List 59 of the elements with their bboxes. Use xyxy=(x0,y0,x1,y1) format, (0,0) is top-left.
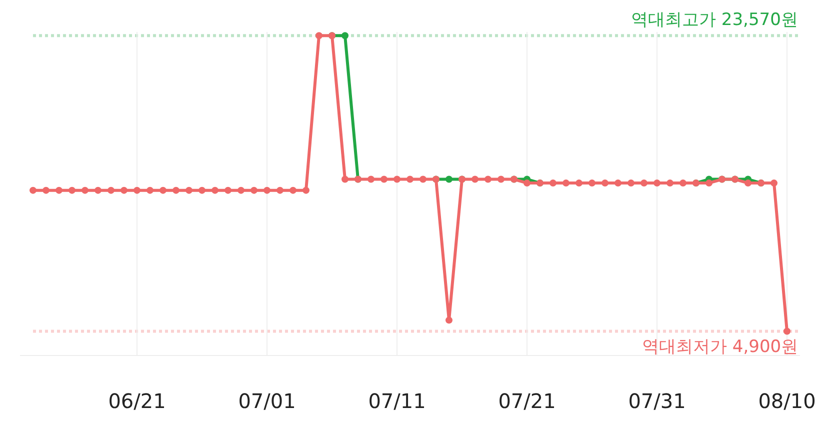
point xyxy=(198,186,206,194)
point xyxy=(602,180,608,187)
point xyxy=(94,186,102,194)
point xyxy=(212,186,218,194)
point xyxy=(42,186,50,194)
point xyxy=(82,186,88,194)
point xyxy=(68,186,76,194)
point xyxy=(406,176,414,183)
point xyxy=(498,176,504,183)
point xyxy=(770,180,778,187)
point xyxy=(368,176,374,183)
point xyxy=(342,176,348,183)
point xyxy=(172,186,180,194)
x-tick-label: 07/01 xyxy=(238,389,296,413)
point xyxy=(342,32,348,40)
point xyxy=(614,180,622,187)
point xyxy=(550,180,556,187)
x-tick-label: 07/21 xyxy=(498,389,556,413)
point xyxy=(576,180,582,187)
point xyxy=(524,180,530,187)
point xyxy=(290,186,296,194)
point xyxy=(588,180,596,187)
point xyxy=(680,180,686,187)
point xyxy=(238,186,244,194)
point xyxy=(706,180,712,187)
point xyxy=(264,186,270,194)
ref-line-label: 역대최저가 4,900원 xyxy=(642,337,798,357)
point xyxy=(640,180,648,187)
point xyxy=(134,186,140,194)
point xyxy=(276,186,284,194)
point xyxy=(186,186,192,194)
point xyxy=(224,186,232,194)
point xyxy=(666,180,674,187)
x-tick-label: 08/10 xyxy=(758,389,816,413)
point xyxy=(484,176,492,183)
point xyxy=(146,186,154,194)
x-tick-label: 06/21 xyxy=(108,389,166,413)
point xyxy=(628,180,634,187)
point xyxy=(316,32,322,40)
point xyxy=(472,176,478,183)
point xyxy=(380,176,388,183)
point xyxy=(394,176,400,183)
point xyxy=(108,186,114,194)
point xyxy=(160,186,166,194)
point xyxy=(420,176,426,183)
point xyxy=(30,186,36,194)
point xyxy=(562,180,570,187)
point xyxy=(446,176,452,183)
ref-line-label: 역대최고가 23,570원 xyxy=(631,10,798,30)
x-tick-label: 07/31 xyxy=(628,389,686,413)
x-tick-label: 07/11 xyxy=(368,389,426,413)
point xyxy=(784,328,790,335)
point xyxy=(446,316,452,324)
point xyxy=(56,186,62,194)
point xyxy=(250,186,258,194)
point xyxy=(744,180,752,187)
point xyxy=(654,180,660,187)
point xyxy=(302,186,310,194)
point xyxy=(120,186,128,194)
